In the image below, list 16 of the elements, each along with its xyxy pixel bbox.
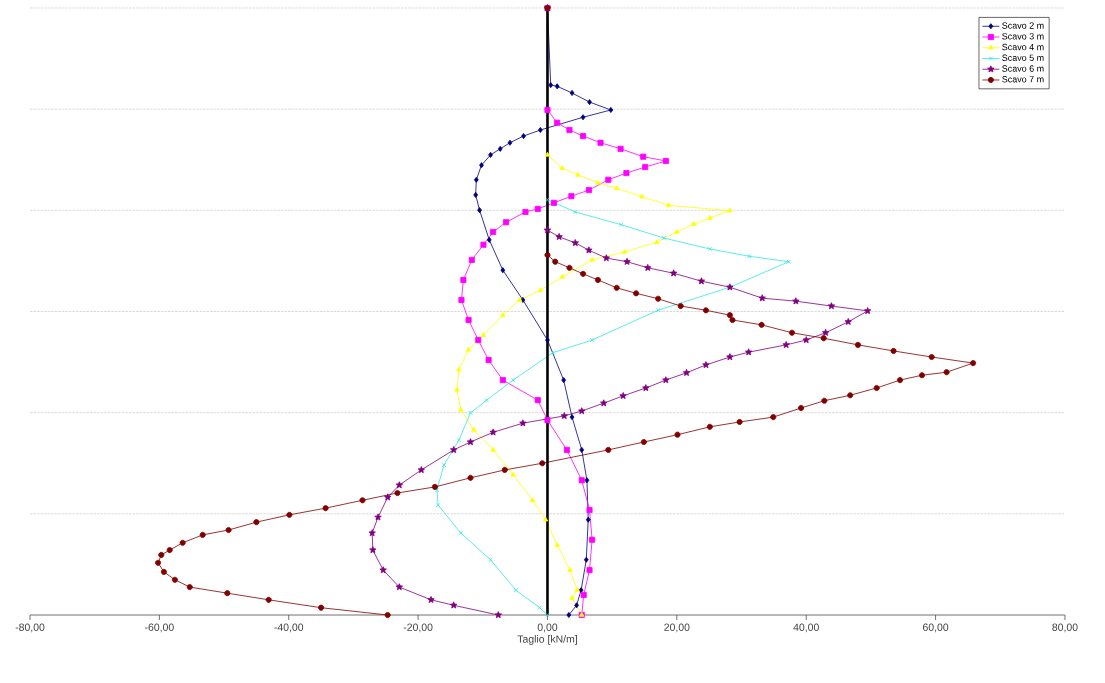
x-tick-label: 60,00 bbox=[923, 623, 949, 633]
x-tick-label: -20,00 bbox=[403, 623, 433, 633]
legend-label: Scavo 4 m bbox=[1002, 43, 1044, 51]
legend-label: Scavo 3 m bbox=[1002, 33, 1044, 40]
legend-label: Scavo 7 m bbox=[1002, 76, 1044, 83]
legend-label: Scavo 6 m bbox=[1002, 65, 1044, 72]
x-tick-label: -60,00 bbox=[145, 623, 174, 633]
x-tick-label: 0,00 bbox=[537, 623, 558, 633]
x-tick-label: 40,00 bbox=[793, 623, 819, 633]
x-tick-label: -80,00 bbox=[15, 623, 45, 633]
legend-label: Scavo 2 m bbox=[1002, 22, 1044, 29]
legend-label: Scavo 5 m bbox=[1002, 54, 1044, 61]
x-tick-label: -40,00 bbox=[274, 623, 304, 633]
x-axis-title: Taglio [kN/m] bbox=[517, 635, 577, 645]
x-tick-label: 20,00 bbox=[664, 623, 690, 633]
x-tick-label: 80,00 bbox=[1052, 623, 1078, 633]
